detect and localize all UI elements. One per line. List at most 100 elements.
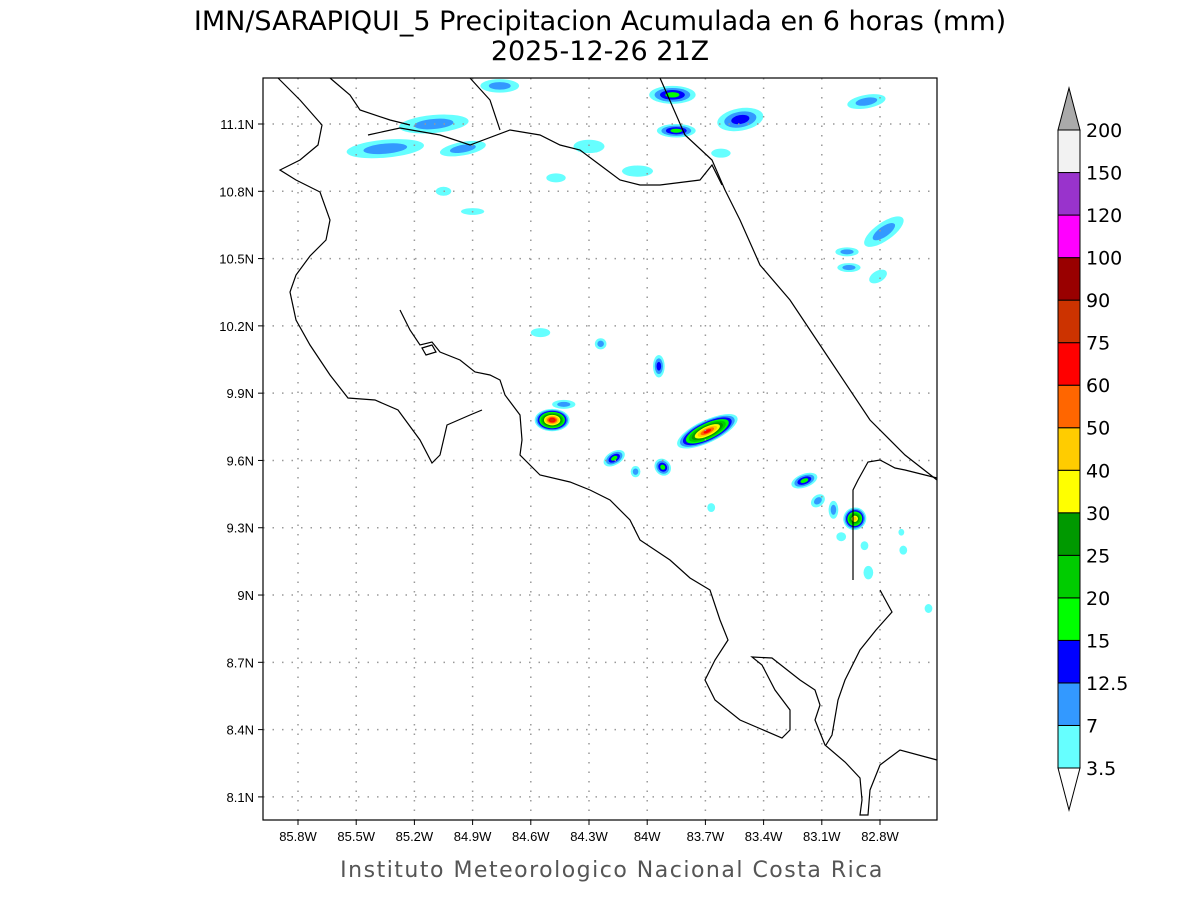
precip-contour-7: [363, 143, 408, 155]
precip-cell: [828, 500, 839, 519]
colorbar-label: 20: [1086, 588, 1110, 610]
colorbar-label: 90: [1086, 290, 1110, 312]
precip-contour-7: [488, 82, 511, 90]
precip-cell: [711, 148, 731, 158]
precip-contour-7: [842, 265, 856, 271]
colorbar-bottom-arrow: [1057, 767, 1081, 812]
longitude-tick-labels: 85.8W 85.5W 85.2W 84.9W 84.6W 84.3W 84W 83.7W 83…: [279, 820, 900, 844]
precip-cell: [630, 466, 641, 478]
lat-tick-label: 8.7N: [227, 655, 254, 670]
precip-contour-3.5: [869, 269, 887, 284]
precip-cell: [399, 114, 469, 134]
chira-island: [421, 344, 437, 356]
colorbar-swatch: [1057, 299, 1081, 344]
precip-cell: [864, 216, 904, 247]
precip-cell: [863, 565, 874, 580]
precip-contour-40: [852, 516, 857, 521]
precip-cell: [677, 414, 738, 449]
precip-contour-7: [840, 249, 854, 255]
colorbar-swatch: [1057, 129, 1081, 174]
precip-contour-12.5: [656, 361, 662, 371]
colorbar-swatch: [1057, 427, 1081, 471]
colorbar: 3.5 7 12.5 15 20 25 30 40 50 60 75 90 100 120 150 200: [1057, 86, 1128, 812]
colorbar-label: 75: [1086, 333, 1110, 355]
precip-contour-15: [665, 92, 680, 98]
lon-tick-label: 84.3W: [570, 829, 608, 844]
lon-tick-label: 85.2W: [396, 829, 434, 844]
precip-cell: [869, 269, 887, 284]
precip-contour-7: [597, 340, 604, 347]
precip-contour-60: [703, 429, 712, 434]
lon-tick-label: 85.5W: [337, 829, 375, 844]
precip-cell: [346, 139, 424, 159]
colorbar-label: 120: [1086, 205, 1122, 227]
precip-cell: [898, 528, 905, 536]
precip-cell: [534, 408, 570, 432]
precip-cell: [924, 604, 933, 613]
lon-tick-label: 83.1W: [803, 829, 841, 844]
colorbar-swatch: [1057, 724, 1081, 769]
lon-tick-label: 83.7W: [687, 829, 725, 844]
panama-border: [852, 459, 938, 580]
pacific-coast-north: [277, 77, 483, 465]
precip-cell: [439, 140, 486, 157]
precip-contour-15: [800, 478, 809, 484]
lat-tick-label: 10.2N: [219, 319, 254, 334]
lat-tick-label: 9.6N: [227, 453, 254, 468]
precip-cell: [860, 541, 869, 551]
precip-cell: [552, 399, 576, 409]
colorbar-swatch: [1057, 639, 1081, 684]
grid-lines: [263, 78, 937, 820]
lon-tick-label: 84W: [634, 829, 661, 844]
map-frame: [262, 77, 938, 821]
precip-contour-3.5: [621, 165, 654, 177]
precip-cell: [480, 79, 520, 93]
colorbar-label: 3.5: [1086, 758, 1116, 780]
precip-cell: [843, 507, 867, 531]
precip-cell: [810, 494, 825, 508]
colorbar-label: 30: [1086, 503, 1110, 525]
lon-tick-label: 83.4W: [745, 829, 783, 844]
precip-contour-7: [414, 118, 454, 130]
precip-cell: [847, 94, 886, 110]
lat-tick-label: 8.1N: [227, 790, 254, 805]
precip-cell: [656, 124, 696, 138]
precip-cell: [649, 85, 696, 104]
colorbar-swatch: [1057, 512, 1081, 556]
precip-contour-7: [557, 401, 571, 407]
precip-contour-3.5: [924, 604, 933, 613]
precipitation-layer: [346, 79, 933, 613]
lat-tick-label: 10.5N: [219, 252, 254, 267]
nicoya-gulf-coast: [399, 309, 938, 816]
colorbar-label: 50: [1086, 418, 1110, 440]
precip-cell: [594, 338, 607, 350]
precip-contour-3.5: [546, 173, 566, 183]
precip-contour-7: [830, 504, 837, 515]
colorbar-label: 200: [1086, 120, 1122, 142]
lat-tick-label: 10.8N: [219, 184, 254, 199]
precip-cell: [837, 263, 861, 273]
lat-tick-label: 9N: [237, 588, 254, 603]
colorbar-swatch: [1057, 469, 1081, 514]
caribbean-coast: [659, 77, 938, 481]
precip-contour-7: [872, 223, 896, 241]
colorbar-swatch: [1057, 342, 1081, 386]
lat-tick-label: 9.3N: [227, 521, 254, 536]
precip-contour-7: [449, 144, 476, 154]
colorbar-swatch: [1057, 384, 1081, 429]
precip-cell: [530, 328, 551, 338]
colorbar-label: 15: [1086, 630, 1110, 652]
precip-cell: [835, 247, 859, 257]
precip-cell: [654, 458, 672, 476]
lat-tick-label: 11.1N: [220, 117, 254, 132]
precip-contour-7: [855, 97, 878, 106]
colorbar-swatch: [1057, 682, 1081, 726]
precip-contour-7: [632, 468, 639, 475]
colorbar-swatch: [1057, 172, 1081, 216]
panama-pacific-coast: [825, 589, 893, 746]
precip-cell: [573, 139, 605, 154]
nicaragua-border: [367, 127, 723, 186]
lat-tick-label: 8.4N: [227, 723, 254, 738]
